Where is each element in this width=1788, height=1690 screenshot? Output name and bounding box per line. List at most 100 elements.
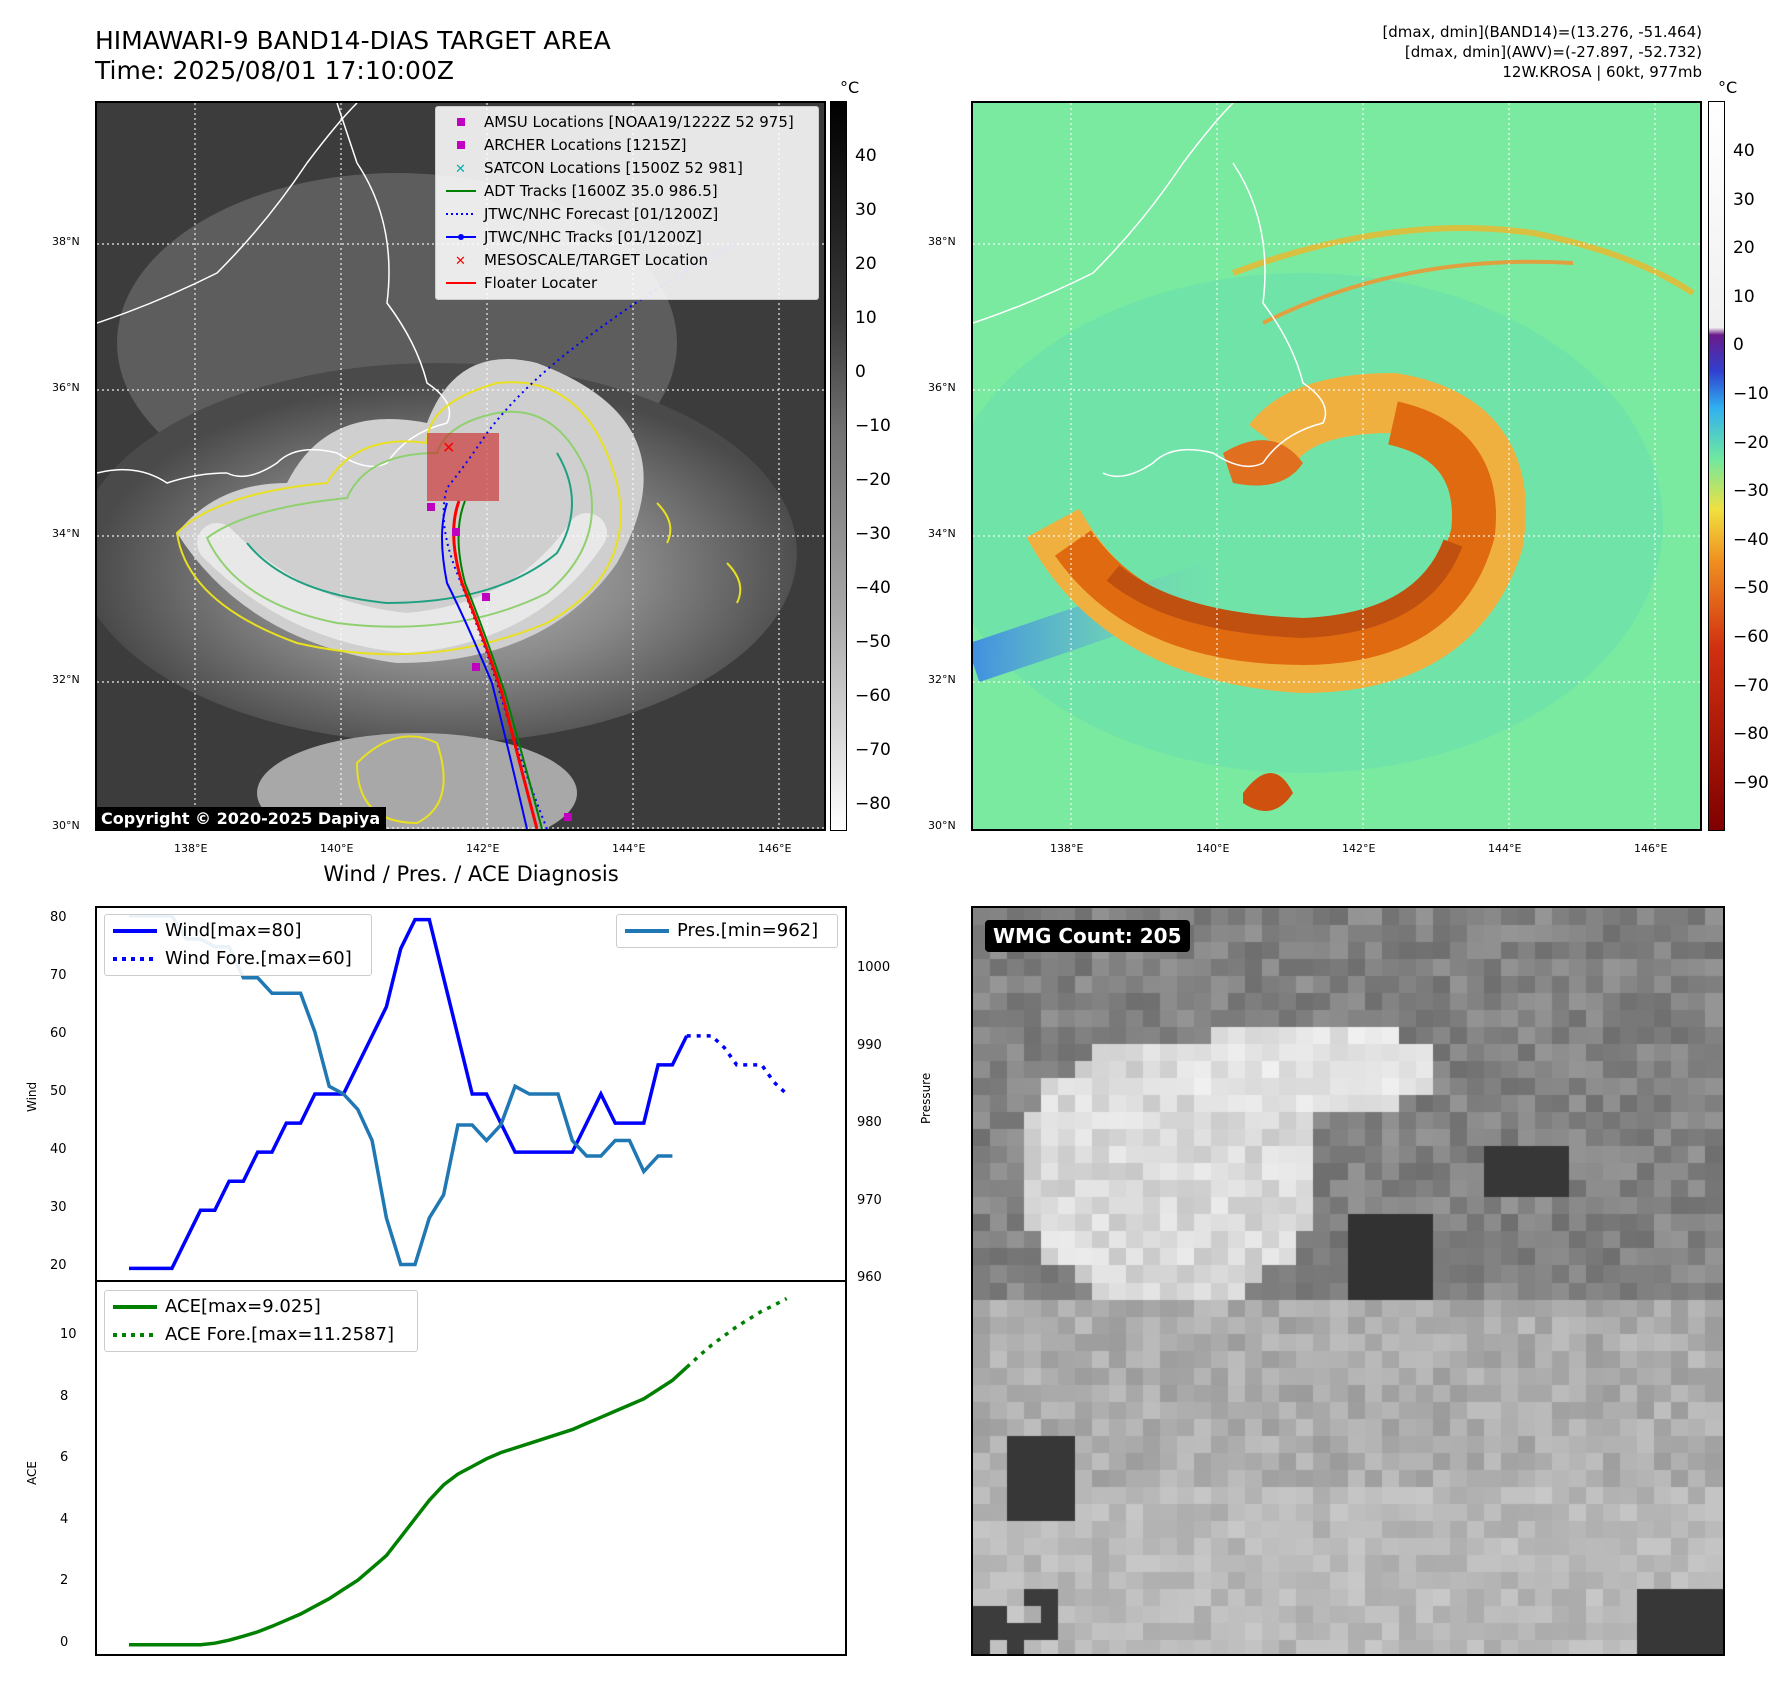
map-legend-label: JTWC/NHC Forecast [01/1200Z]: [484, 205, 719, 223]
colorbar-tick-label: −40: [855, 578, 891, 598]
pressure-tick-label: 990: [857, 1037, 882, 1053]
awv-map-panel: [971, 101, 1702, 831]
colorbar-tick-label: −30: [1733, 481, 1769, 502]
colorbar-tick-label: −70: [1733, 675, 1769, 696]
colorbar-tick-label: 20: [1733, 238, 1755, 259]
series-line: [129, 917, 689, 1271]
map-legend-row: Floater Locater: [436, 272, 818, 294]
map-legend-row: JTWC/NHC Tracks [01/1200Z]: [436, 226, 818, 248]
info-line2: [dmax, dmin](AWV)=(-27.897, -52.732): [1404, 43, 1702, 61]
wmg-panel: [971, 906, 1725, 1656]
series-line: [129, 1366, 688, 1647]
pressure-axis-label: Pressure: [919, 1072, 933, 1124]
colorbar-tick-label: −90: [1733, 772, 1769, 793]
lat-label: 30°N: [928, 819, 956, 832]
wmg-count-badge: WMG Count: 205: [985, 920, 1190, 952]
colorbar-tick-label: 40: [855, 146, 877, 166]
ace-legend: ACE[max=9.025] ACE Fore.[max=11.2587]: [104, 1290, 418, 1352]
svg-text:✕: ✕: [455, 162, 466, 175]
main-title: HIMAWARI-9 BAND14-DIAS TARGET AREA Time: …: [95, 26, 611, 86]
ace-tick-label: 6: [60, 1450, 69, 1466]
ace-forecast-legend-label: ACE Fore.[max=11.2587]: [165, 1324, 394, 1345]
ace-legend-label: ACE[max=9.025]: [165, 1296, 321, 1317]
copyright-label: Copyright © 2020-2025 Dapiya: [95, 807, 387, 830]
wind-tick-label: 40: [50, 1142, 67, 1158]
map-legend-symbol: [444, 184, 478, 198]
ace-tick-label: 10: [60, 1327, 77, 1343]
colorbar-tick-label: 40: [1733, 141, 1755, 161]
colorbar-tick-label: −10: [1733, 384, 1769, 404]
colorbar-tick-label: 10: [1733, 286, 1755, 307]
diagnosis-chart-title: Wind / Pres. / ACE Diagnosis: [323, 862, 619, 886]
map-legend-symbol: [444, 207, 478, 221]
map-legend-row: ARCHER Locations [1215Z]: [436, 134, 818, 156]
wind-tick-label: 50: [50, 1084, 67, 1099]
ace-plot: [129, 1297, 788, 1647]
lat-label: 38°N: [52, 235, 80, 248]
map-legend-label: Floater Locater: [484, 274, 598, 292]
info-line1: [dmax, dmin](BAND14)=(13.276, -51.464): [1382, 23, 1702, 41]
wind-tick-label: 60: [50, 1025, 67, 1041]
lat-label: 38°N: [928, 235, 956, 248]
map-legend-symbol: ✕: [444, 253, 478, 269]
lon-label: 144°E: [612, 842, 646, 855]
wmg-image: [973, 908, 1723, 1654]
ace-axis-label: ACE: [25, 1461, 39, 1485]
lon-label: 142°E: [466, 842, 500, 855]
series-line: [686, 1034, 788, 1096]
map-legend-label: ARCHER Locations [1215Z]: [484, 136, 687, 154]
lat-label: 36°N: [52, 381, 80, 394]
map-legend-symbol: [444, 138, 478, 152]
pressure-tick-label: 980: [857, 1115, 882, 1130]
ace-chart: [95, 1280, 847, 1656]
lon-label: 140°E: [1196, 842, 1230, 855]
svg-text:✕: ✕: [442, 438, 455, 457]
wind-forecast-legend-label: Wind Fore.[max=60]: [165, 948, 352, 969]
wind-tick-label: 30: [50, 1200, 67, 1216]
map-legend-symbol: [444, 230, 478, 244]
colorbar-tick-label: −50: [1733, 578, 1769, 599]
map-legend-row: ✕ MESOSCALE/TARGET Location: [436, 249, 818, 271]
title-line2: Time: 2025/08/01 17:10:00Z: [95, 56, 454, 85]
lon-label: 146°E: [1634, 842, 1668, 855]
lat-label: 34°N: [52, 527, 80, 540]
right-colorbar-unit: °C: [1718, 78, 1738, 97]
wind-legend-label: Wind[max=80]: [165, 920, 302, 941]
map-legend-label: JTWC/NHC Tracks [01/1200Z]: [484, 228, 702, 246]
wind-tick-label: 70: [50, 967, 67, 983]
ace-tick-label: 0: [60, 1634, 69, 1650]
lat-label: 34°N: [928, 527, 956, 540]
lon-label: 144°E: [1488, 842, 1522, 855]
colorbar-tick-label: −20: [1733, 432, 1769, 453]
pressure-tick-label: 1000: [857, 960, 891, 975]
ace-tick-label: 4: [60, 1511, 69, 1527]
map-legend-label: SATCON Locations [1500Z 52 981]: [484, 159, 743, 177]
map-legend-label: AMSU Locations [NOAA19/1222Z 52 975]: [484, 113, 794, 131]
lon-label: 146°E: [758, 842, 792, 855]
colorbar-tick-label: −10: [855, 416, 891, 436]
series-line: [685, 1297, 788, 1369]
lat-label: 36°N: [928, 381, 956, 394]
colorbar-tick-label: −20: [855, 470, 891, 490]
map-legend-row: AMSU Locations [NOAA19/1222Z 52 975]: [436, 111, 818, 133]
map-legend-symbol: ✕: [444, 161, 478, 177]
wind-tick-label: 20: [50, 1258, 67, 1274]
lon-label: 138°E: [174, 842, 208, 855]
lon-label: 140°E: [320, 842, 354, 855]
colorbar-tick-label: 30: [855, 200, 877, 220]
title-line1: HIMAWARI-9 BAND14-DIAS TARGET AREA: [95, 26, 611, 55]
info-line3: 12W.KROSA | 60kt, 977mb: [1502, 63, 1702, 81]
map-legend: AMSU Locations [NOAA19/1222Z 52 975] ARCH…: [435, 106, 819, 300]
colorbar-tick-label: 0: [1733, 335, 1744, 356]
lat-label: 30°N: [52, 819, 80, 832]
ace-tick-label: 8: [60, 1388, 69, 1404]
wind-legend: Wind[max=80] Wind Fore.[max=60]: [104, 914, 372, 976]
map-legend-label: MESOSCALE/TARGET Location: [484, 251, 709, 269]
pressure-tick-label: 960: [857, 1270, 882, 1285]
ace-tick-label: 2: [60, 1573, 69, 1589]
svg-text:✕: ✕: [455, 254, 466, 267]
map-legend-row: ADT Tracks [1600Z 35.0 986.5]: [436, 180, 818, 202]
wind-tick-label: 80: [50, 909, 67, 925]
map-legend-row: JTWC/NHC Forecast [01/1200Z]: [436, 203, 818, 225]
colorbar-tick-label: 0: [855, 362, 866, 382]
